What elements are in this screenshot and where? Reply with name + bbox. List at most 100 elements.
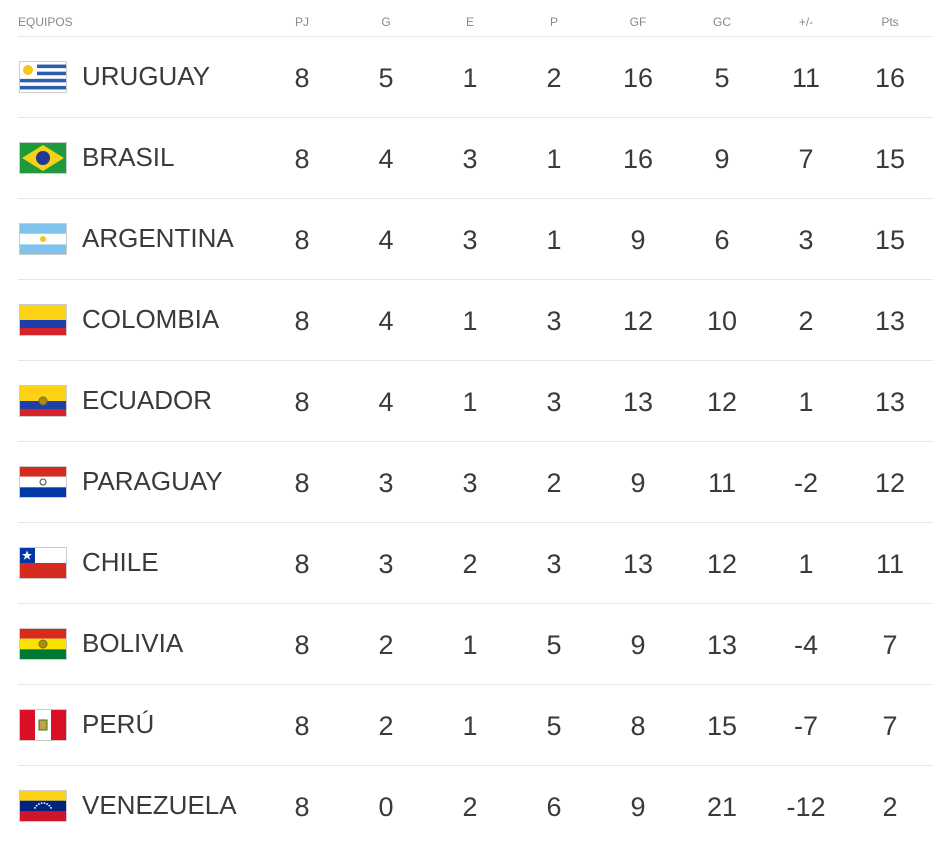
stat-value: 2 <box>462 792 478 822</box>
flag-border <box>19 223 67 255</box>
flag-shape <box>19 790 67 801</box>
stat-value: 1 <box>798 387 814 417</box>
flag-shape <box>19 328 67 336</box>
flag-shape <box>19 385 67 401</box>
flag-shape <box>19 304 67 320</box>
stat-value: 7 <box>882 711 898 741</box>
row-divider <box>18 198 933 199</box>
flag-shape <box>48 804 51 807</box>
flag-shape <box>38 803 40 805</box>
flag-icon <box>19 547 67 579</box>
flag-icon <box>19 466 67 498</box>
stat-value: 9 <box>714 144 730 174</box>
stat-value: 1 <box>462 630 478 660</box>
stat-value: 16 <box>622 63 654 93</box>
stat-value: 1 <box>546 144 562 174</box>
flag-shape <box>22 550 32 560</box>
flag-shape <box>36 151 50 165</box>
stat-value: 16 <box>622 144 654 174</box>
row-divider <box>18 522 933 523</box>
flag-border <box>19 142 67 174</box>
header-label: Pts <box>881 15 899 29</box>
stat-value: 11 <box>707 468 737 498</box>
flag-shape <box>40 236 46 242</box>
team-name: BRASIL <box>82 142 175 172</box>
stat-value: 12 <box>706 549 738 579</box>
flag-border <box>19 61 67 93</box>
flag-shape <box>38 396 48 406</box>
flag-icon <box>19 61 67 93</box>
stat-value: 3 <box>378 549 394 579</box>
flag-shape <box>38 719 48 731</box>
header-label: +/- <box>798 15 814 29</box>
stat-value: 3 <box>546 306 562 336</box>
flag-shape <box>50 807 52 809</box>
flag-shape <box>19 320 67 328</box>
stat-value: 2 <box>798 306 814 336</box>
row-divider <box>18 684 933 685</box>
team-name: PERÚ <box>82 709 155 739</box>
stat-value: 8 <box>294 549 310 579</box>
stat-value: 15 <box>706 711 738 741</box>
stat-value: 1 <box>462 387 478 417</box>
stat-value: 13 <box>706 630 738 660</box>
flag-shape <box>19 487 67 498</box>
stat-value: 0 <box>378 792 394 822</box>
flag-border <box>19 628 67 660</box>
stat-value: 5 <box>546 711 562 741</box>
team-name: VENEZUELA <box>82 790 237 820</box>
flag-shape <box>19 709 35 741</box>
stat-value: 2 <box>462 549 478 579</box>
flag-shape <box>19 85 67 90</box>
stat-value: 15 <box>874 225 906 255</box>
stat-value: 10 <box>706 306 738 336</box>
stat-value: 9 <box>630 468 646 498</box>
stat-value: 6 <box>714 225 730 255</box>
stat-value: 4 <box>378 144 394 174</box>
row-divider <box>18 117 933 118</box>
stat-value: 8 <box>294 792 310 822</box>
stat-value: 5 <box>714 63 730 93</box>
team-name: PARAGUAY <box>82 466 223 496</box>
header-label: PJ <box>294 15 310 29</box>
team-name: URUGUAY <box>82 61 211 91</box>
flag-border <box>19 547 67 579</box>
header-label: G <box>381 15 391 29</box>
row-divider <box>18 765 933 766</box>
stat-value: 8 <box>294 306 310 336</box>
flag-shape <box>38 639 48 649</box>
stat-value: 4 <box>378 387 394 417</box>
flag-border <box>19 790 67 822</box>
stat-value: 9 <box>630 792 646 822</box>
stat-value: 13 <box>874 387 906 417</box>
stat-value: 11 <box>791 63 821 93</box>
stat-value: 13 <box>622 549 654 579</box>
stat-value: 3 <box>798 225 814 255</box>
flag-border <box>19 466 67 498</box>
stat-value: 11 <box>875 549 905 579</box>
stat-value: 3 <box>546 387 562 417</box>
stat-value: 2 <box>546 468 562 498</box>
flag-shape <box>19 649 67 660</box>
flag-shape <box>19 466 67 477</box>
stat-value: 1 <box>462 306 478 336</box>
flag-icon <box>19 628 67 660</box>
flag-icon <box>19 385 67 417</box>
flag-shape <box>51 709 67 741</box>
team-name: CHILE <box>82 547 159 577</box>
flag-shape <box>34 807 36 809</box>
stat-value: 5 <box>546 630 562 660</box>
stat-value: -4 <box>793 630 819 660</box>
stat-value: 21 <box>706 792 738 822</box>
flag-icon <box>19 142 67 174</box>
team-name: ARGENTINA <box>82 223 234 253</box>
stat-value: 7 <box>882 630 898 660</box>
flag-shape <box>40 802 43 805</box>
header-label: P <box>549 15 559 29</box>
stat-value: 5 <box>378 63 394 93</box>
stat-value: 13 <box>622 387 654 417</box>
header-label: GC <box>713 15 731 29</box>
row-divider <box>18 360 933 361</box>
flag-border <box>19 385 67 417</box>
